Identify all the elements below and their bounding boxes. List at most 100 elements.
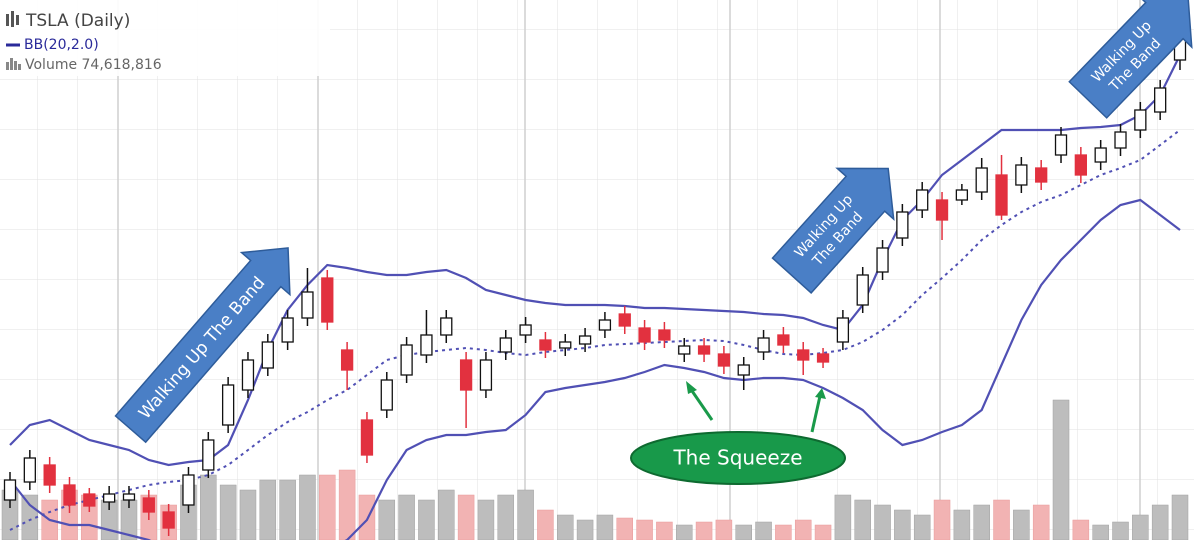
candle-body (678, 345, 691, 355)
candle-body (539, 339, 552, 351)
volume-bar (1132, 514, 1149, 540)
candle-body (142, 497, 155, 513)
volume-bar (973, 504, 990, 540)
candle-body (559, 341, 572, 349)
candle-body (975, 167, 988, 193)
volume-bar (1092, 524, 1109, 540)
volume-bar (457, 494, 475, 540)
volume-bar (319, 474, 336, 540)
candle-body (697, 345, 711, 355)
volume-bar (1032, 504, 1050, 540)
volume-bar (834, 494, 852, 540)
volume-bar (993, 499, 1010, 540)
volume-bar (576, 519, 594, 540)
candle-body (638, 327, 651, 343)
candle-body (658, 329, 671, 341)
volume-bar (675, 524, 693, 540)
volume-bar (794, 519, 812, 540)
candle-body (836, 317, 850, 343)
indicator-label: BB(20,2.0) (24, 37, 99, 53)
volume-bar (894, 509, 911, 540)
chart-title: TSLA (Daily) (25, 11, 130, 31)
volume-bar (1151, 504, 1169, 540)
candle-body (777, 334, 790, 346)
candle-body (321, 277, 334, 323)
candle-body (955, 189, 969, 201)
candle-body (281, 317, 294, 343)
volume-bar (497, 494, 515, 540)
candle-body (876, 247, 889, 273)
candle-body (896, 211, 909, 239)
candle-body (301, 291, 314, 319)
volume-bar (596, 514, 614, 540)
candle-body (63, 484, 76, 506)
candle-body (420, 334, 433, 356)
candle-body (935, 199, 949, 221)
candle-body (816, 353, 830, 363)
candle-body (340, 349, 354, 371)
volume-bar (200, 474, 217, 540)
squeeze-annotation: The Squeeze (630, 381, 846, 485)
volume-bar (636, 519, 653, 540)
candle-body (797, 349, 810, 361)
volume-bar (775, 524, 792, 540)
volume-layer (1, 399, 1189, 540)
volume-bar (438, 489, 455, 540)
candle-body (1054, 134, 1068, 156)
volume-bar (1052, 399, 1070, 540)
candle-body (83, 493, 96, 507)
candle-body (459, 359, 473, 391)
header: TSLA (Daily) BB(20,2.0) Volume 74,618,81… (0, 0, 330, 76)
candle-body (737, 364, 750, 376)
candle-body (578, 335, 592, 345)
volume-bar (695, 521, 713, 540)
candle-body (519, 324, 532, 336)
volume-bar (338, 469, 356, 540)
candle-body (380, 379, 393, 411)
candle-body (23, 457, 36, 483)
candle-body (1074, 154, 1087, 176)
annotation-text: The Squeeze (672, 446, 802, 470)
candle-body (103, 493, 116, 503)
candles-layer (3, 10, 1187, 536)
volume-bar (1112, 521, 1129, 540)
volume-bar (279, 479, 296, 540)
volume-bar (913, 514, 931, 540)
candle-body (598, 319, 612, 331)
volume-bar (557, 514, 574, 540)
candle-body (717, 353, 731, 367)
volume-bar (517, 489, 534, 540)
candle-body (1154, 87, 1167, 113)
volume-bar (616, 517, 633, 540)
volume-bar (537, 509, 554, 540)
candle-body (162, 511, 175, 529)
candle-body (757, 337, 770, 353)
volume-bar (239, 489, 257, 540)
candle-body (241, 359, 255, 391)
volume-bar (299, 474, 316, 540)
candle-body (360, 419, 374, 456)
volume-bar (874, 504, 891, 540)
volume-bar (398, 494, 415, 540)
volume-bar (259, 479, 277, 540)
candle-body (1114, 131, 1127, 149)
candle-body (916, 189, 929, 211)
volume-bar (418, 499, 435, 540)
candle-body (1094, 147, 1107, 163)
candle-body (440, 317, 453, 336)
volume-bar (735, 524, 752, 540)
candle-body (261, 341, 274, 369)
volume-bar (1013, 509, 1030, 540)
candle-body (182, 474, 195, 506)
candle-body (1015, 164, 1028, 186)
candle-body (1035, 167, 1048, 183)
candle-body (202, 439, 215, 471)
volume-bar (953, 509, 971, 540)
candle-body (400, 344, 413, 376)
candle-body (618, 313, 631, 327)
volume-bar (1072, 519, 1090, 540)
volume-bar (219, 484, 237, 540)
major-grid (117, 0, 1141, 540)
bollinger-band (9, 129, 1181, 531)
